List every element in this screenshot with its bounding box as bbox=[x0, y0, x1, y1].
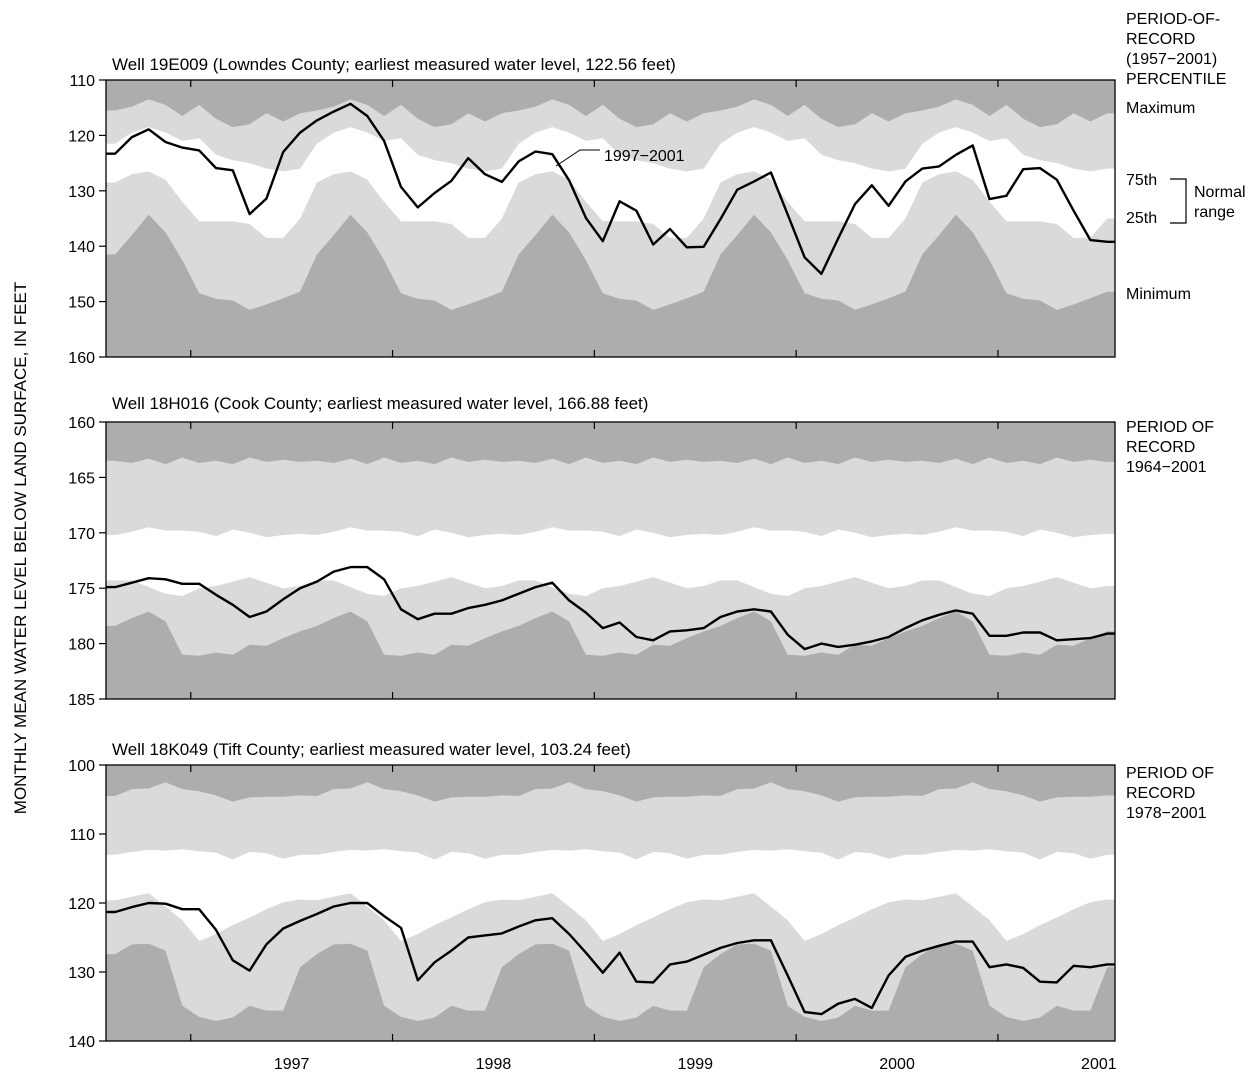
x-tick-label: 1999 bbox=[677, 1056, 713, 1072]
y-tick-label: 175 bbox=[68, 581, 95, 598]
y-tick-label: 100 bbox=[68, 758, 95, 775]
plot-frame bbox=[105, 421, 1116, 700]
y-tick-label: 165 bbox=[68, 470, 95, 487]
legend-normal-range-line: range bbox=[1194, 204, 1235, 221]
normal-range-band bbox=[106, 849, 1115, 941]
y-tick-label: 110 bbox=[69, 827, 95, 844]
panel-18k049: Well 18K049 (Tift County; earliest measu… bbox=[68, 740, 1214, 1072]
y-tick-label: 130 bbox=[68, 965, 95, 982]
period-of-record-line: RECORD bbox=[1126, 439, 1195, 456]
series-callout-label: 1997−2001 bbox=[604, 148, 685, 165]
legend-normal-range-line: Normal bbox=[1194, 184, 1246, 201]
legend: PERIOD-OF- RECORD (1957−2001) PERCENTILE Ma… bbox=[1126, 11, 1246, 303]
panel-19e009: Well 19E009 (Lowndes County; earliest me… bbox=[68, 11, 1245, 367]
period-of-record-line: RECORD bbox=[1126, 785, 1195, 802]
y-axis-label: MONTHLY MEAN WATER LEVEL BELOW LAND SURF… bbox=[11, 282, 30, 814]
y-tick-label: 140 bbox=[68, 1034, 95, 1051]
period-of-record-line: PERIOD OF bbox=[1126, 765, 1214, 782]
period-of-record-label: PERIOD OF RECORD 1978−2001 bbox=[1126, 765, 1214, 822]
water-level-line bbox=[106, 901, 1115, 1016]
x-tick-label: 1997 bbox=[274, 1056, 310, 1072]
y-tick-label: 110 bbox=[69, 73, 95, 90]
legend-normal-range: Normal range bbox=[1194, 184, 1246, 221]
plot-19e009: 110 120 130 140 150 160 bbox=[68, 73, 1116, 367]
x-tick-label: 2000 bbox=[879, 1056, 915, 1072]
plot-frame bbox=[105, 79, 1116, 358]
period-of-record-line: 1964−2001 bbox=[1126, 459, 1207, 476]
legend-header-line: RECORD bbox=[1126, 31, 1195, 48]
normal-range-band bbox=[106, 127, 1115, 238]
legend-minimum: Minimum bbox=[1126, 286, 1191, 303]
panel-18h016: Well 18H016 (Cook County; earliest measu… bbox=[68, 394, 1214, 709]
y-tick-label: 140 bbox=[68, 239, 95, 256]
period-of-record-label: PERIOD OF RECORD 1964−2001 bbox=[1126, 419, 1214, 476]
y-tick-label: 180 bbox=[68, 637, 95, 654]
period-of-record-line: PERIOD OF bbox=[1126, 419, 1214, 436]
legend-maximum: Maximum bbox=[1126, 100, 1195, 117]
panel-title: Well 18K049 (Tift County; earliest measu… bbox=[112, 740, 631, 759]
plot-18k049: 100 110 120 130 140 1997 1998 1999 2000 2001 bbox=[68, 758, 1116, 1072]
legend-header: PERIOD-OF- RECORD (1957−2001) PERCENTILE bbox=[1126, 11, 1226, 88]
y-tick-label: 120 bbox=[68, 128, 95, 145]
y-tick-label: 160 bbox=[68, 350, 95, 367]
y-tick-label: 160 bbox=[68, 415, 95, 432]
legend-25th: 25th bbox=[1126, 210, 1157, 227]
y-tick-label: 120 bbox=[68, 896, 95, 913]
normal-range-band bbox=[106, 527, 1115, 596]
y-tick-label: 150 bbox=[68, 295, 95, 312]
x-tick-label: 1998 bbox=[476, 1056, 512, 1072]
legend-header-line: PERCENTILE bbox=[1126, 71, 1226, 88]
normal-range-bracket bbox=[1170, 178, 1187, 224]
y-tick-label: 170 bbox=[68, 526, 95, 543]
y-tick-label: 130 bbox=[68, 184, 95, 201]
legend-header-line: (1957−2001) bbox=[1126, 51, 1217, 68]
plot-18h016: 160 165 170 175 180 185 bbox=[68, 415, 1116, 709]
water-level-line bbox=[106, 102, 1115, 276]
legend-header-line: PERIOD-OF- bbox=[1126, 11, 1220, 28]
water-level-line bbox=[106, 565, 1115, 651]
legend-75th: 75th bbox=[1126, 172, 1157, 189]
y-tick-label: 185 bbox=[68, 692, 95, 709]
panel-title: Well 18H016 (Cook County; earliest measu… bbox=[112, 394, 648, 413]
panel-title: Well 19E009 (Lowndes County; earliest me… bbox=[112, 55, 676, 74]
period-of-record-line: 1978−2001 bbox=[1126, 805, 1207, 822]
x-tick-label: 2001 bbox=[1081, 1056, 1117, 1072]
series-callout-leader bbox=[555, 149, 600, 167]
